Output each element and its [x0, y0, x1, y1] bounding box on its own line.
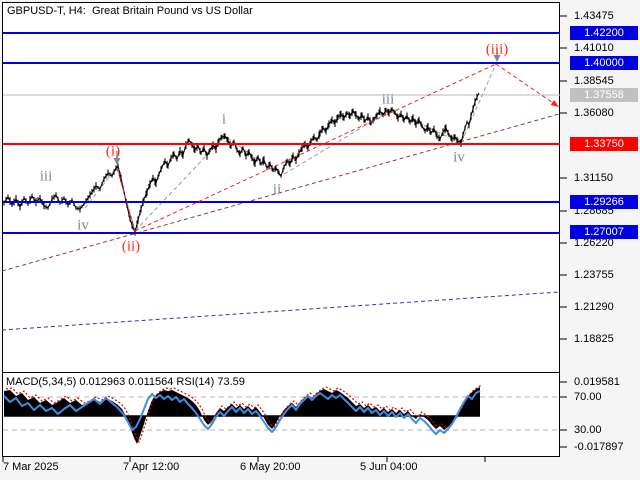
time-axis-label: 7 Mar 2025	[3, 461, 59, 473]
elliott-wave-label: iv	[77, 217, 89, 234]
elliott-wave-label: (iii)	[485, 41, 509, 58]
price-axis-label: 1.21290	[574, 301, 614, 313]
indicator-layer	[3, 384, 559, 444]
elliott-wave-label: iv	[453, 149, 465, 166]
projection-arrowhead-icon	[550, 100, 559, 107]
channel-trendline	[1, 113, 560, 272]
price-level-badge: 1.29266	[570, 195, 638, 209]
price-level-badge: 1.33750	[570, 137, 638, 151]
price-axis-label: 1.36080	[574, 107, 614, 119]
price-axis-label: 1.38545	[574, 75, 614, 87]
indicator-axis-label: 70.00	[574, 391, 602, 403]
impulse-trendline	[116, 167, 136, 232]
elliott-wave-label: (ii)	[121, 238, 141, 255]
level-line-layer	[3, 32, 560, 234]
elliott-wave-label: iii	[39, 168, 53, 185]
macd-signal-line	[5, 384, 483, 444]
price-level-badge: 1.42200	[570, 26, 638, 40]
purple-trendline	[1, 291, 560, 331]
price-series-layer	[3, 92, 480, 236]
chart-title: GBPUSD-T, H4: Great Britain Pound vs US …	[7, 5, 253, 17]
axis-tick-layer	[2, 15, 567, 462]
price-axis-label: 1.31150	[574, 172, 613, 184]
wave-target-arrow-icon	[113, 151, 121, 165]
wave-target-arrow-icon	[493, 48, 501, 62]
time-axis-label: 6 May 20:00	[240, 461, 301, 473]
elliott-wave-label: i	[221, 111, 227, 128]
price-level-badge: 1.40000	[570, 56, 638, 70]
indicator-axis-label: 0.019581	[574, 376, 620, 388]
price-axis-label: 1.26220	[574, 237, 614, 249]
impulse-trendline	[134, 63, 497, 232]
price-axis-label: 1.23755	[574, 269, 614, 281]
macd-indicator-label: MACD(5,34,5) 0.012963 0.011564 RSI(14) 7…	[6, 376, 245, 388]
time-axis-label: 5 Jun 04:00	[360, 461, 418, 473]
impulse-trendline	[495, 63, 560, 108]
elliott-wave-label: (i)	[105, 143, 121, 160]
price-axis-label: 1.18825	[574, 333, 614, 345]
price-level-badge: 1.37558	[570, 88, 638, 102]
indicator-axis-label: -0.017897	[574, 441, 624, 453]
elliott-wave-label: ii	[272, 181, 282, 198]
price-level-badge: 1.27007	[570, 225, 638, 239]
rsi-line	[3, 390, 481, 435]
price-axis-label: 1.43475	[574, 10, 614, 22]
time-axis-label: 7 Apr 12:00	[123, 461, 180, 473]
indicator-axis-label: 30.00	[574, 424, 602, 436]
elliott-wave-label: iii	[381, 91, 395, 108]
price-line	[3, 92, 480, 234]
price-axis-label: 1.41010	[574, 42, 614, 54]
